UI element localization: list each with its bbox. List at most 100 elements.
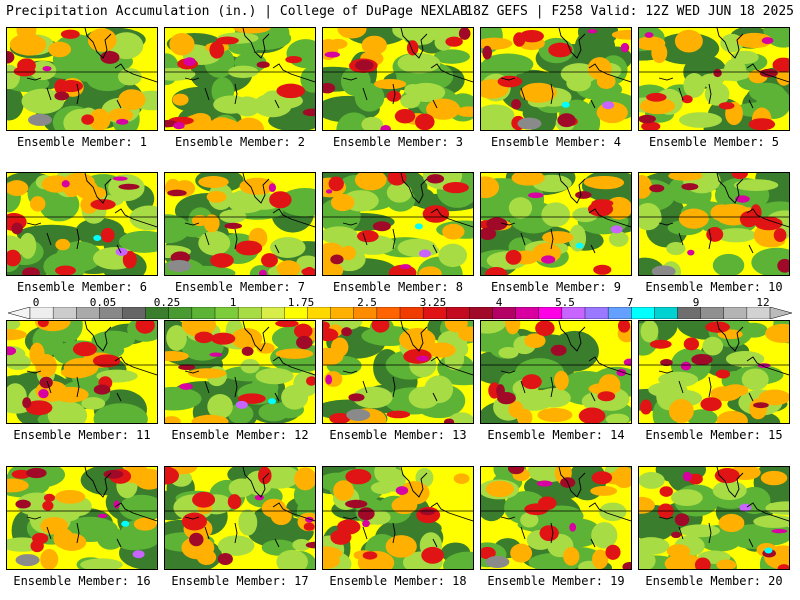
precip-contour	[510, 543, 533, 563]
precip-contour	[235, 400, 248, 409]
precip-contour	[7, 346, 17, 356]
precip-contour	[651, 265, 676, 275]
precip-contour	[100, 227, 115, 243]
ensemble-member-label: Ensemble Member: 6	[16, 280, 148, 294]
precip-contour	[190, 112, 211, 126]
ensemble-member-map	[322, 466, 474, 570]
precip-contour	[354, 173, 387, 191]
precip-contour	[764, 547, 773, 554]
precip-contour	[761, 37, 774, 45]
colorbar-swatch	[654, 307, 678, 319]
precip-contour	[380, 125, 391, 130]
ensemble-member-map	[322, 27, 474, 131]
precip-contour	[386, 90, 402, 102]
precip-contour	[748, 118, 776, 130]
precip-contour	[40, 517, 69, 535]
precip-contour	[420, 508, 436, 516]
precip-contour	[93, 384, 111, 395]
precip-contour	[660, 359, 673, 367]
precip-contour	[233, 28, 271, 34]
precip-contour	[671, 531, 682, 539]
precip-contour	[433, 49, 470, 64]
precip-contour	[651, 42, 668, 64]
precip-contour	[209, 41, 225, 59]
colorbar-swatch	[122, 307, 147, 319]
precip-contour	[418, 249, 431, 258]
ensemble-member-map	[480, 320, 632, 424]
precip-contour	[25, 400, 53, 416]
precip-contour	[7, 478, 29, 493]
precip-contour	[659, 486, 673, 497]
precip-contour	[209, 117, 234, 130]
precip-contour	[741, 368, 769, 391]
precip-contour	[443, 418, 455, 423]
colorbar-left-arrow	[8, 307, 31, 319]
precip-contour	[305, 541, 315, 549]
precip-contour	[666, 241, 686, 256]
ensemble-member-label: Ensemble Member: 7	[174, 280, 306, 294]
precip-contour	[346, 408, 371, 421]
precip-contour	[481, 114, 518, 130]
precip-contour	[646, 92, 667, 102]
precip-contour	[668, 173, 703, 181]
precip-contour	[664, 553, 703, 569]
colorbar	[8, 307, 792, 319]
coastline-outline	[342, 321, 473, 402]
precip-contour	[569, 522, 577, 532]
colorbar-swatch	[52, 307, 77, 319]
precip-contour	[167, 189, 187, 197]
precip-contour	[261, 498, 287, 518]
precip-contour	[21, 88, 65, 114]
precip-contour	[165, 416, 181, 423]
precip-contour	[554, 370, 569, 391]
precip-contour	[714, 468, 740, 484]
precip-contour	[296, 335, 313, 350]
precip-contour	[610, 225, 623, 234]
ensemble-member-map	[480, 466, 632, 570]
precip-contour	[639, 496, 655, 514]
precip-contour	[103, 469, 124, 479]
precip-map-svg	[481, 467, 631, 569]
precip-contour	[194, 331, 214, 344]
precip-map-svg	[7, 28, 157, 130]
precip-contour	[640, 321, 659, 343]
precip-contour	[445, 36, 463, 47]
colorbar-swatch	[330, 307, 355, 319]
precip-contour	[362, 551, 378, 560]
precip-contour	[681, 95, 693, 104]
precip-contour	[623, 358, 631, 366]
ensemble-member-map	[480, 27, 632, 131]
colorbar-tick-label: 3.25	[419, 296, 447, 309]
precip-contour	[29, 60, 57, 81]
precip-contour	[386, 410, 411, 419]
precip-contour	[527, 87, 550, 101]
precip-contour	[438, 243, 468, 268]
colorbar-swatch	[191, 307, 216, 319]
precip-contour	[324, 51, 340, 58]
precip-contour	[26, 467, 47, 479]
precip-contour	[256, 342, 275, 354]
precip-contour	[17, 58, 36, 73]
precip-contour	[15, 554, 40, 567]
precip-contour	[541, 202, 571, 227]
precip-contour	[63, 108, 99, 130]
coastline-outline	[658, 467, 789, 548]
coastline-outline	[500, 28, 631, 109]
precip-contour	[177, 265, 236, 275]
precip-contour	[183, 57, 196, 66]
ensemble-member-label: Ensemble Member: 19	[487, 574, 625, 588]
precip-contour	[39, 376, 53, 389]
precip-contour	[577, 107, 601, 130]
precip-contour	[482, 45, 493, 60]
precip-contour	[694, 557, 711, 569]
coastline-outline	[184, 321, 315, 402]
precip-contour	[679, 112, 723, 128]
precip-contour	[53, 386, 89, 403]
colorbar-tick-label: 0	[32, 296, 40, 309]
ensemble-member-label: Ensemble Member: 16	[13, 574, 151, 588]
precip-contour	[45, 64, 96, 80]
precip-contour	[118, 183, 140, 190]
precip-contour	[453, 473, 470, 484]
precip-contour	[179, 383, 193, 390]
colorbar-tick-label: 2.5	[357, 296, 377, 309]
